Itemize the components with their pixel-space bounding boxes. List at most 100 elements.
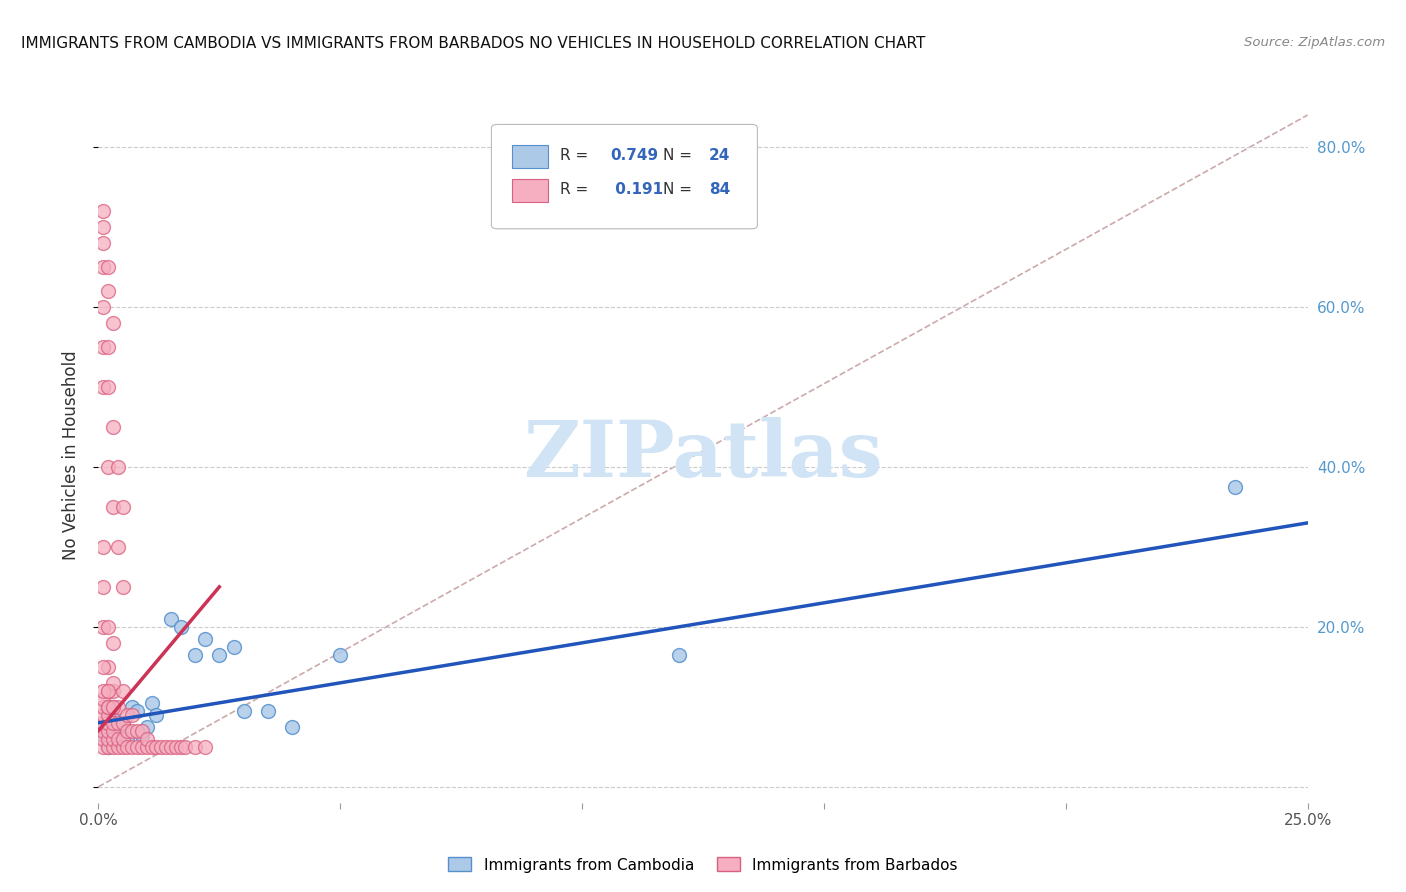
Point: [107, 720, 129, 734]
Point: [107, 540, 129, 554]
Point: [97, 739, 120, 754]
Legend: Immigrants from Cambodia, Immigrants from Barbados: Immigrants from Cambodia, Immigrants fro…: [443, 851, 963, 879]
Point: [107, 739, 129, 754]
Point: [107, 715, 129, 730]
Point: [111, 731, 134, 746]
Point: [101, 739, 124, 754]
Point: [101, 500, 124, 514]
Point: [91, 204, 114, 219]
Point: [184, 648, 207, 662]
Point: [91, 300, 114, 314]
Point: [1223, 480, 1246, 494]
Point: [97, 723, 120, 738]
Point: [194, 632, 217, 646]
Point: [91, 699, 114, 714]
Point: [111, 580, 134, 594]
Point: [101, 715, 124, 730]
Point: [97, 660, 120, 674]
Point: [160, 612, 183, 626]
Point: [169, 620, 191, 634]
Y-axis label: No Vehicles in Household: No Vehicles in Household: [62, 350, 80, 560]
Point: [131, 739, 153, 754]
Text: N =: N =: [664, 182, 697, 197]
Point: [97, 284, 120, 298]
Text: 84: 84: [709, 182, 730, 197]
Point: [101, 676, 124, 690]
Point: [131, 728, 153, 742]
Point: [117, 707, 139, 722]
Point: [256, 704, 278, 718]
Point: [91, 728, 114, 742]
Point: [150, 739, 173, 754]
Point: [111, 500, 134, 514]
Point: [101, 683, 124, 698]
Point: [97, 340, 120, 354]
Point: [97, 683, 120, 698]
Point: [141, 739, 163, 754]
Point: [91, 683, 114, 698]
Point: [668, 648, 690, 662]
Point: [165, 739, 187, 754]
Point: [97, 699, 120, 714]
Point: [135, 731, 157, 746]
Point: [91, 620, 114, 634]
Point: [127, 739, 149, 754]
Point: [91, 580, 114, 594]
Point: [111, 715, 134, 730]
Point: [101, 699, 124, 714]
Text: R =: R =: [561, 182, 593, 197]
Point: [107, 699, 129, 714]
Point: [160, 739, 183, 754]
Point: [97, 715, 120, 730]
Point: [101, 712, 124, 726]
Point: [91, 739, 114, 754]
Point: [101, 636, 124, 650]
Text: R =: R =: [561, 147, 593, 162]
Point: [169, 739, 191, 754]
Point: [101, 316, 124, 330]
Text: IMMIGRANTS FROM CAMBODIA VS IMMIGRANTS FROM BARBADOS NO VEHICLES IN HOUSEHOLD CO: IMMIGRANTS FROM CAMBODIA VS IMMIGRANTS F…: [21, 36, 925, 51]
Point: [135, 720, 157, 734]
Point: [91, 340, 114, 354]
Point: [145, 707, 167, 722]
Bar: [512, 145, 548, 168]
Point: [131, 723, 153, 738]
Point: [97, 707, 120, 722]
Point: [91, 380, 114, 394]
Point: [101, 420, 124, 434]
Point: [101, 699, 124, 714]
Point: [121, 739, 143, 754]
Point: [208, 648, 231, 662]
Point: [91, 219, 114, 234]
Point: [91, 540, 114, 554]
Text: 24: 24: [709, 147, 731, 162]
Point: [111, 715, 134, 730]
Point: [97, 731, 120, 746]
Text: 0.191: 0.191: [610, 182, 664, 197]
Point: [101, 723, 124, 738]
Point: [107, 459, 129, 474]
Point: [232, 704, 254, 718]
Point: [135, 739, 157, 754]
Point: [121, 707, 143, 722]
Point: [91, 691, 114, 706]
Point: [101, 731, 124, 746]
Point: [97, 739, 120, 754]
Point: [121, 699, 143, 714]
Point: [329, 648, 352, 662]
Point: [194, 739, 217, 754]
Point: [107, 731, 129, 746]
Text: N =: N =: [664, 147, 697, 162]
Text: ZIPatlas: ZIPatlas: [523, 417, 883, 493]
Point: [97, 699, 120, 714]
Point: [91, 707, 114, 722]
Point: [145, 739, 167, 754]
Point: [155, 739, 177, 754]
Point: [141, 696, 163, 710]
Point: [117, 739, 139, 754]
Point: [91, 715, 114, 730]
Point: [127, 723, 149, 738]
Point: [117, 731, 139, 746]
FancyBboxPatch shape: [492, 124, 758, 229]
Point: [97, 683, 120, 698]
